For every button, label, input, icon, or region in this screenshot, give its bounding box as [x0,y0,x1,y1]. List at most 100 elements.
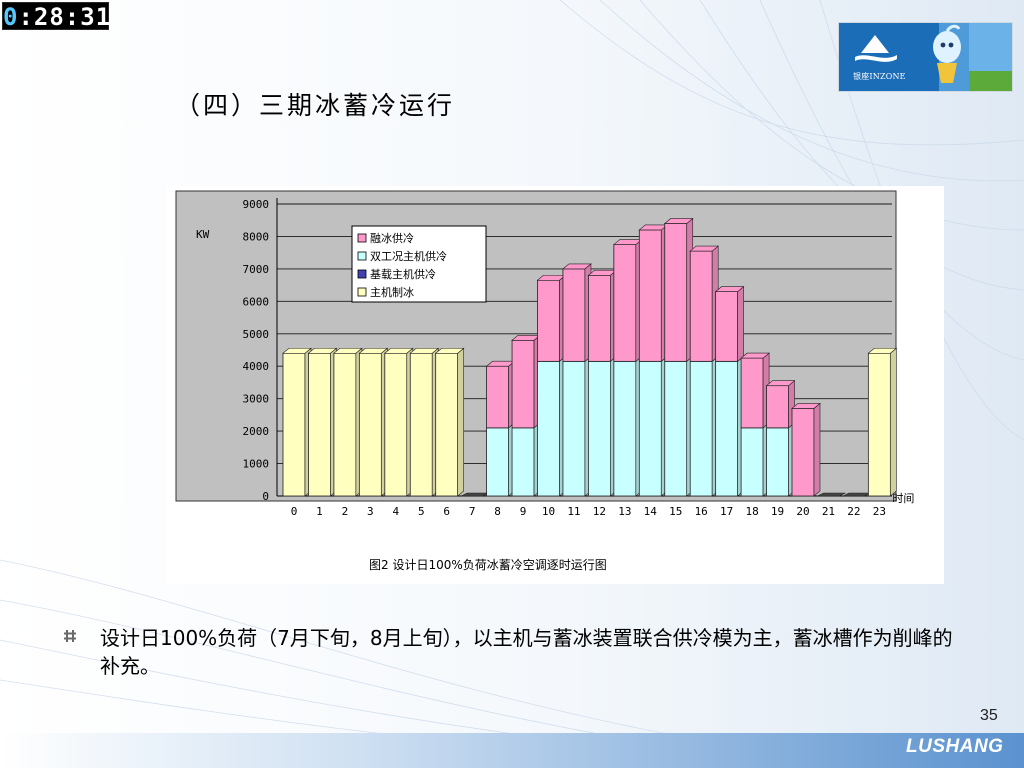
y-tick-label: 2000 [243,425,270,438]
y-tick-label: 5000 [243,328,270,341]
bar-top-face [333,347,363,354]
x-tick-label: 3 [367,505,374,518]
legend-label: 主机制冰 [370,285,414,299]
x-tick-label: 19 [771,505,784,518]
bar-segment [689,360,713,497]
bar-segment [587,274,611,362]
x-tick-label: 5 [418,505,425,518]
x-tick-label: 0 [291,505,298,518]
bullet-text: 设计日100%负荷（7月下旬，8月上旬），以主机与蓄冰装置联合供冷模为主，蓄冰槽… [100,626,953,678]
timer-rest: :28:31 [18,3,112,31]
y-tick-label: 3000 [243,393,270,406]
elapsed-timer: 0:28:31 [2,2,112,31]
y-tick-label: 0 [262,490,269,503]
bar-top-face [409,347,440,354]
bar-segment [740,357,764,429]
y-axis-label: KW [196,228,210,241]
x-tick-label: 6 [443,505,450,518]
timer-first-digit: 0 [3,3,19,31]
bar-top-face [434,347,465,354]
slide-title: （四）三期冰蓄冷运行 [175,91,456,120]
x-tick-label: 17 [720,505,733,518]
x-tick-label: 7 [469,505,476,518]
bar-segment [562,360,586,497]
bar-top-face [282,347,312,354]
bar-segment [562,268,586,362]
bar-segment [511,339,535,429]
y-tick-label: 8000 [243,230,270,243]
bar-segment [638,229,662,362]
bar-segment [638,360,662,497]
footer-band [0,733,1024,768]
x-tick-label: 21 [822,505,835,518]
bar-segment [486,427,510,497]
bar-top-face [740,352,770,359]
x-tick-label: 12 [593,505,606,518]
y-tick-label: 9000 [243,198,270,211]
bar-top-face [765,380,796,386]
bar-top-face [714,286,745,292]
bar-segment [333,352,357,497]
bar-segment [282,352,306,497]
bar-top-face [358,347,389,354]
x-tick-label: 9 [520,505,527,518]
legend-box [351,225,487,303]
bar-top-face [867,347,898,354]
y-tick-label: 7000 [243,263,270,276]
bar-top-face [689,245,720,252]
bar-segment-side [457,347,465,497]
bar-segment [715,360,739,497]
logo-graphic [839,23,1012,91]
y-tick-label: 6000 [243,295,270,308]
bar-segment [435,352,459,497]
bar-segment [766,427,789,497]
x-tick-label: 18 [745,505,758,518]
y-tick-label: 1000 [243,458,270,471]
bar-top-face [663,218,694,224]
company-logo: 银座INZONE [838,22,1013,92]
legend-label: 融冰供冷 [370,231,414,245]
bar-segment [587,360,611,497]
bar-segment [384,352,408,497]
bar-segment [537,279,560,362]
chart-frame: 0 1000 2000 3000 4000 5000 6000 7000 8000 9000 KW 0… [166,186,944,584]
legend-label: 基载主机供冷 [370,267,436,281]
bar-segment-side [813,402,821,497]
x-tick-label: 23 [873,505,886,518]
page-number: 35 [980,707,998,724]
bar-segment [308,352,331,497]
footer-brand-logo: LUSHANG [906,736,1004,757]
x-tick-label: 22 [847,505,860,518]
bar-segment [689,250,713,362]
bar-segment [613,244,637,362]
bar-segment [791,407,815,497]
x-tick-label: 14 [644,505,658,518]
x-tick-label: 16 [695,505,708,518]
x-tick-label: 15 [669,505,682,518]
bar-segment [867,352,891,497]
bar-segment-side [737,285,744,362]
bar-zero-face [817,492,846,497]
bullet-icon [64,630,76,642]
bar-segment [740,427,764,497]
x-tick-label: 11 [567,505,580,518]
bar-segment [613,360,637,497]
x-tick-label: 4 [392,505,399,518]
x-tick-label: 20 [796,505,809,518]
bar-segment [486,365,510,429]
bar-top-face [791,403,821,409]
legend-swatch [357,269,367,279]
x-tick-label: 8 [494,505,501,518]
bar-segment-side [890,347,897,497]
bar-segment [766,385,789,429]
x-tick-label: 2 [342,505,349,518]
bar-top-face [383,347,414,354]
stacked-bar-chart: 0 1000 2000 3000 4000 5000 6000 7000 8000 9000 KW 0… [175,190,914,572]
bar-top-face [307,347,338,354]
legend-swatch [357,233,367,243]
y-tick-label: 4000 [243,360,270,373]
bar-segment [358,352,382,497]
x-tick-label: 10 [542,505,555,518]
legend-label: 双工况主机供冷 [370,249,447,263]
chart-caption: 图2 设计日100%负荷冰蓄冷空调逐时运行图 [369,558,607,572]
